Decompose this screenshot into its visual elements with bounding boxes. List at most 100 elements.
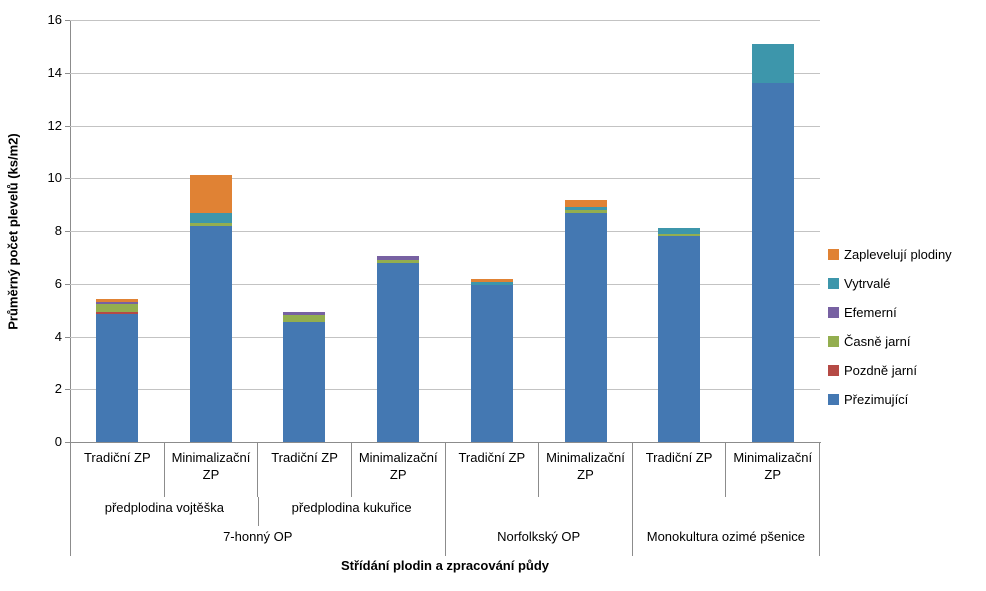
legend-swatch (828, 307, 839, 318)
x-axis-line (70, 442, 821, 443)
legend-swatch (828, 394, 839, 405)
category-label: Tradiční ZP (70, 442, 164, 497)
bar-segment-Vytrvalé (470, 281, 513, 286)
y-tick-mark (65, 442, 70, 443)
group-spacer (633, 497, 819, 526)
bar-segment-Vytrvalé (658, 228, 701, 235)
y-tick-label: 6 (54, 275, 62, 291)
bar-segment-Časně jarní (377, 259, 420, 263)
bar (283, 20, 326, 442)
bar-segment-Časně jarní (283, 314, 326, 322)
bar-segment-Časně jarní (658, 234, 701, 237)
legend-item: Zaplevelují plodiny (828, 240, 952, 269)
bar-segment-Časně jarní (95, 304, 138, 312)
bar-segment-Efemerní (377, 255, 420, 260)
bar-segment-Zaplevelují plodiny (189, 175, 232, 214)
bar-segment-Přezimující (658, 236, 701, 442)
x-axis-title: Střídání plodin a zpracování půdy (340, 558, 550, 573)
bar (658, 20, 701, 442)
category-label: Tradiční ZP (257, 442, 351, 497)
bar-segment-Přezimující (95, 314, 138, 442)
legend: Zaplevelují plodiny Vytrvalé Efemerní Časně… (828, 240, 952, 414)
bar-segment-Časně jarní (564, 210, 607, 213)
y-tick-mark (65, 20, 70, 21)
group-label: Norfolkský OP (497, 529, 581, 545)
group-region: Norfolkský OP (444, 497, 632, 556)
bar-segment-Zaplevelují plodiny (95, 299, 138, 302)
x-axis-category-labels: Tradiční ZP Minimalizační ZP Tradiční ZP Mi… (70, 442, 820, 556)
subgroup-label: předplodina kukuřice (257, 497, 445, 527)
legend-item: Vytrvalé (828, 269, 952, 298)
gridline (70, 389, 820, 391)
bar-segment-Vytrvalé (752, 43, 795, 84)
group-region: Monokultura ozimé pšenice (631, 497, 819, 556)
category-label: Minimalizační ZP (538, 442, 632, 497)
gridline (70, 125, 820, 127)
group-spacer (446, 497, 632, 526)
group-region: předplodina vojtěška předplodina kukuřice… (70, 497, 445, 556)
bar-segment-Zaplevelují plodiny (470, 279, 513, 282)
y-tick-label: 0 (54, 434, 62, 449)
bar-segment-Zaplevelují plodiny (564, 200, 607, 208)
group-label: Monokultura ozimé pšenice (646, 529, 805, 545)
legend-label: Přezimující (844, 392, 909, 407)
legend-swatch (828, 249, 839, 260)
subgroup-label: předplodina vojtěška (104, 500, 224, 515)
category-label: Tradiční ZP (631, 442, 726, 497)
y-tick-mark (65, 72, 70, 74)
legend-label: Časně jarní (844, 334, 911, 349)
category-label: Minimalizační ZP (163, 442, 258, 497)
y-tick-mark (65, 178, 70, 180)
y-tick-mark (65, 125, 70, 127)
category-row: Tradiční ZP Minimalizační ZP Tradiční ZP Mi… (70, 442, 819, 497)
legend-label: Efemerní (844, 305, 897, 320)
bar (752, 20, 795, 442)
category-label: Minimalizační ZP (350, 442, 445, 497)
gridline (70, 283, 820, 285)
y-tick-label: 16 (47, 12, 62, 27)
y-tick-label: 2 (54, 381, 62, 397)
bar-segment-Přezimující (470, 285, 513, 442)
bar (564, 20, 607, 442)
category-label: Tradiční ZP (444, 442, 539, 497)
bar-segment-Časně jarní (189, 222, 232, 226)
bar-segment-Přezimující (564, 212, 607, 442)
bar (95, 20, 138, 442)
bar-segment-Efemerní (95, 301, 138, 305)
legend-item: Časně jarní (828, 327, 952, 356)
legend-label: Zaplevelují plodiny (844, 247, 952, 262)
y-tick-label: 14 (47, 64, 62, 80)
gridline (70, 20, 820, 21)
y-tick-label: 10 (47, 170, 62, 186)
legend-swatch (828, 278, 839, 289)
gridline (70, 231, 820, 232)
subgroup-row: předplodina vojtěška předplodina kukuřice (71, 497, 445, 527)
bar-segment-Vytrvalé (564, 207, 607, 211)
y-tick-mark (65, 231, 70, 232)
bar-segment-Přezimující (752, 83, 795, 442)
bar (189, 20, 232, 442)
legend-label: Pozdně jarní (844, 363, 917, 378)
gridline (70, 72, 820, 74)
y-tick-mark (65, 389, 70, 391)
plot-area (70, 20, 820, 442)
y-tick-mark (65, 336, 70, 338)
legend-item: Efemerní (828, 298, 952, 327)
bar-segment-Efemerní (283, 311, 326, 315)
y-tick-label: 4 (54, 328, 62, 344)
bar (377, 20, 420, 442)
y-axis-title: Průměrný počet plevelů (ks/m2) (5, 133, 21, 330)
bar (470, 20, 513, 442)
group-label: 7-honný OP (223, 529, 293, 545)
group-rows: předplodina vojtěška předplodina kukuřice… (70, 497, 819, 556)
legend-item: Přezimující (828, 385, 952, 414)
y-tick-mark (65, 283, 70, 285)
legend-item: Pozdně jarní (828, 356, 952, 385)
bar-segment-Pozdně jarní (95, 311, 138, 315)
gridline (70, 336, 820, 338)
y-tick-label: 8 (54, 223, 62, 238)
bar-segment-Vytrvalé (189, 213, 232, 223)
legend-swatch (828, 336, 839, 347)
bar-segment-Přezimující (189, 225, 232, 442)
